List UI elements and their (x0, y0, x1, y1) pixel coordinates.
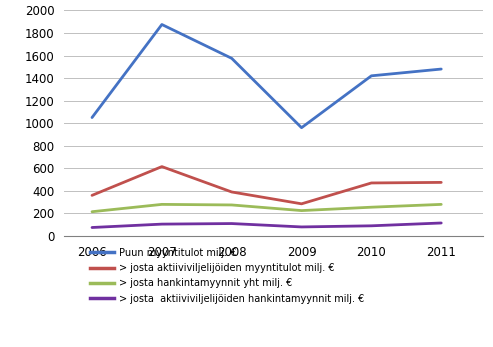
Legend: Puun myyntitulot milj. €, > josta aktiiviviljelijöiden myyntitulot milj. €, > jo: Puun myyntitulot milj. €, > josta aktiiv… (90, 248, 364, 304)
